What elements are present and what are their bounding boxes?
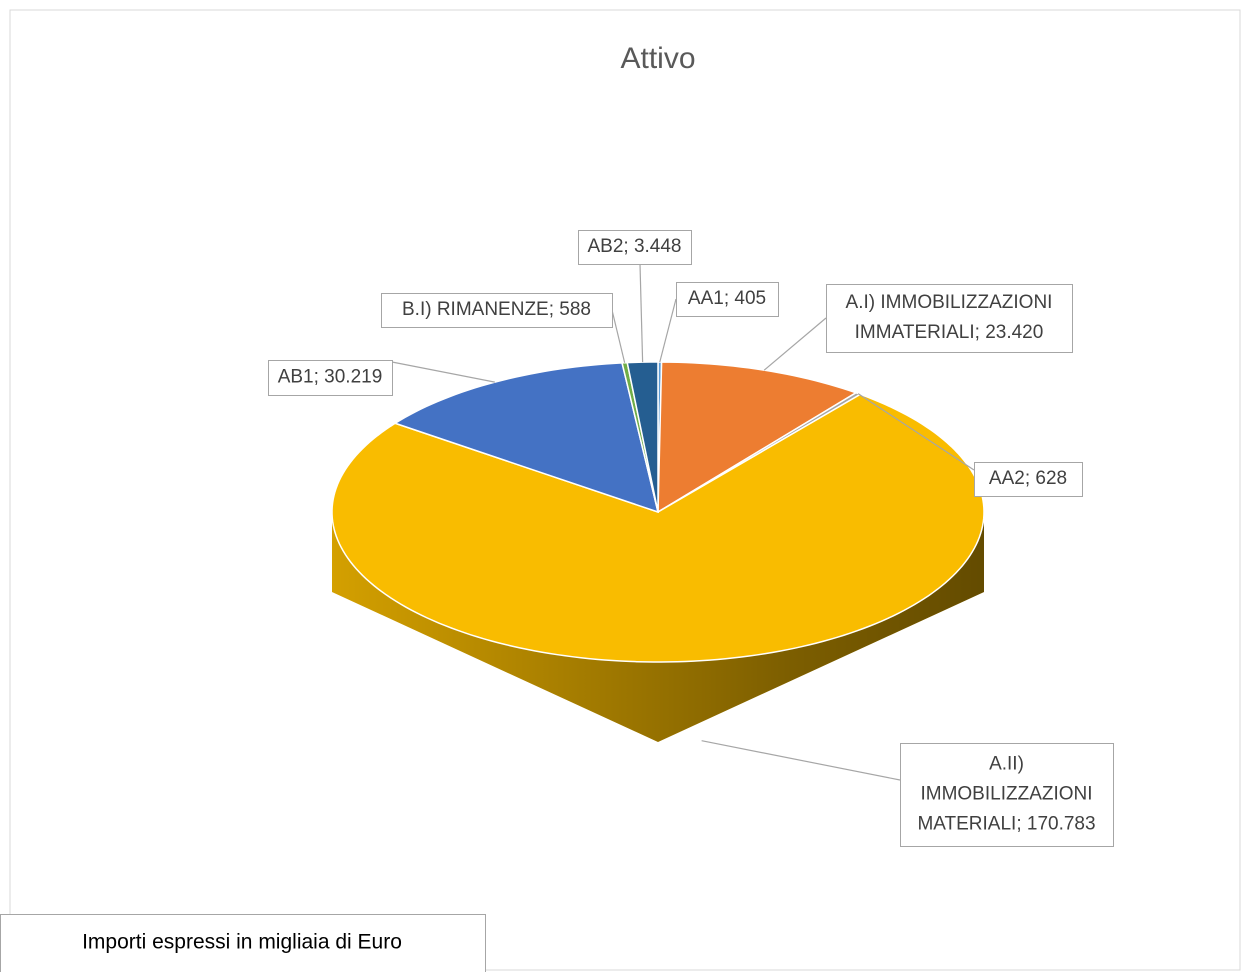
data-label: A.II) <box>989 754 1024 775</box>
slice-side-shade <box>332 512 984 742</box>
leader-line <box>857 393 975 471</box>
note: Importi espressi in migliaia di Euro <box>82 931 402 954</box>
label-box <box>974 462 1083 497</box>
data-label: AB1; 30.219 <box>278 367 383 388</box>
label-box <box>900 743 1114 847</box>
leader-line <box>659 298 677 363</box>
data-label: AA1; 405 <box>688 288 766 309</box>
data-label: IMMATERIALI; 23.420 <box>855 322 1044 343</box>
labels: AA1; 405 A.I) IMMOBILIZZAZIONI IMMATERIALI… <box>268 230 1114 847</box>
leader-line <box>391 361 495 383</box>
leader-line <box>701 740 901 781</box>
data-label: AA2; 628 <box>989 468 1067 489</box>
pie <box>331 361 985 742</box>
label-box <box>268 360 393 396</box>
leader-line <box>611 309 626 363</box>
label-box <box>826 284 1073 353</box>
label-box <box>578 230 692 265</box>
note-box <box>0 914 486 975</box>
slice <box>657 361 858 514</box>
data-label: IMMOBILIZZAZIONI <box>920 784 1092 805</box>
data-label: B.I) RIMANENZE; 588 <box>402 299 591 320</box>
data-label: A.I) IMMOBILIZZAZIONI <box>846 292 1053 313</box>
slice <box>393 362 660 514</box>
slice <box>626 361 659 513</box>
data-label: AB2; 3.448 <box>587 236 681 257</box>
leader-line <box>639 263 644 363</box>
leader-line <box>763 317 827 371</box>
label-box <box>381 293 613 328</box>
data-label: MATERIALI; 170.783 <box>917 814 1095 835</box>
label-box <box>676 282 779 317</box>
chart-title: Attivo <box>620 42 695 75</box>
